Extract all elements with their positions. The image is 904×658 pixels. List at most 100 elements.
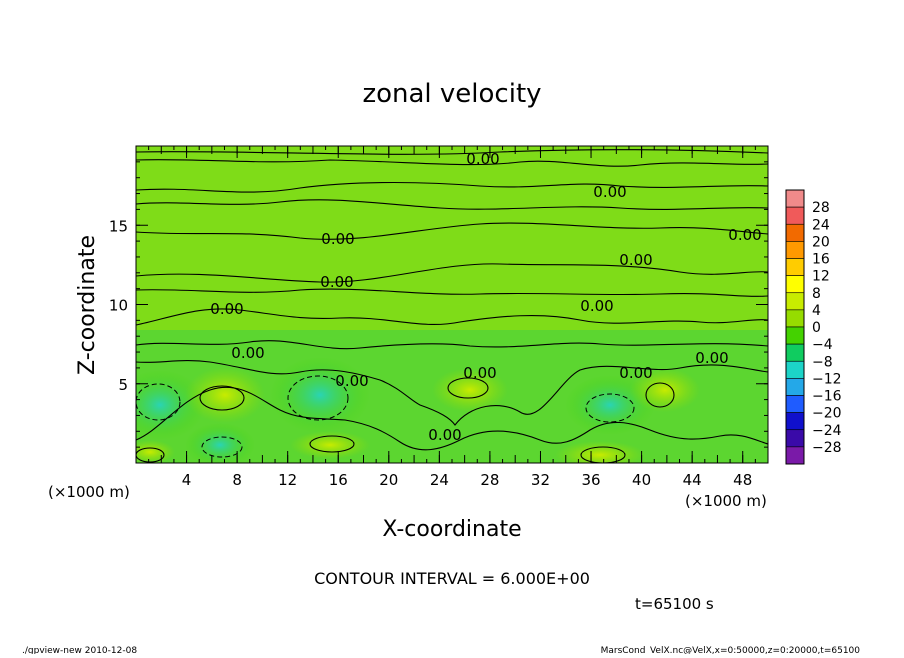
footer-left: ./gpview-new 2010-12-08 — [22, 646, 137, 654]
colorbar-swatch — [785, 378, 805, 396]
contour-label: 0.00 — [580, 297, 613, 315]
x-tick-label: 12 — [278, 471, 297, 489]
contour-label: 0.00 — [428, 426, 461, 444]
shade-blob — [555, 441, 645, 463]
colorbar-label: 28 — [812, 200, 830, 216]
x-tick-label: 24 — [430, 471, 449, 489]
colorbar-swatch — [785, 326, 805, 345]
colorbar-label: −12 — [812, 371, 842, 387]
colorbar-swatch — [785, 360, 805, 379]
contour-line — [136, 181, 768, 193]
contour-loop — [645, 382, 675, 408]
footer-right: MarsCond_VelX.nc@VelX,x=0:50000,z=0:2000… — [601, 646, 861, 654]
contour-loop — [447, 377, 489, 399]
shade-blob — [270, 357, 370, 433]
contour-label: 0.00 — [231, 344, 264, 362]
x-tick-label: 16 — [329, 471, 348, 489]
contour-line — [136, 308, 768, 326]
contour-label: 0.00 — [728, 226, 761, 244]
contour-line — [136, 288, 768, 297]
chart-title: zonal velocity — [362, 79, 541, 109]
x-unit-right: (×1000 m) — [685, 492, 767, 510]
colorbar-label: 0 — [812, 320, 821, 336]
shade-blob — [185, 423, 255, 463]
x-tick-label: 36 — [581, 471, 600, 489]
contour-line — [136, 340, 768, 350]
colorbar-label: −28 — [812, 440, 842, 456]
colorbar-swatch — [785, 412, 805, 431]
colorbar-frame — [785, 189, 805, 465]
colorbar-label: −8 — [812, 354, 833, 370]
colorbar-swatch — [785, 275, 805, 294]
dashed-contour — [136, 383, 181, 421]
dashed-contour — [287, 375, 349, 421]
colorbar-swatch — [785, 206, 805, 225]
x-tick-label: 8 — [232, 471, 242, 489]
contour-line — [136, 360, 768, 426]
colorbar-label: 4 — [812, 303, 821, 319]
colorbar-swatch — [785, 309, 805, 328]
colorbar-swatch — [785, 241, 805, 259]
colorbar-swatch — [785, 189, 805, 208]
x-tick-label: 44 — [683, 471, 702, 489]
x-tick-label: 28 — [480, 471, 499, 489]
colorbar-label: 12 — [812, 269, 830, 285]
y-tick-label: 15 — [109, 217, 128, 235]
contour-label: 0.00 — [210, 300, 243, 318]
contour-label: 0.00 — [321, 230, 354, 248]
contour-loop — [136, 447, 165, 463]
contour-line — [136, 199, 768, 210]
contour-label: 0.00 — [463, 364, 496, 382]
plot-area: 0.00 0.00 0.00 0.00 0.00 0.00 0.00 0.00 … — [136, 146, 768, 463]
colorbar-swatch — [785, 395, 805, 413]
colorbar-swatch — [785, 258, 805, 276]
contour-label: 0.00 — [593, 183, 626, 201]
shade-blob — [432, 368, 508, 412]
contour-label: 0.00 — [335, 372, 368, 390]
colorbar-swatch — [785, 429, 805, 448]
x-tick-label: 32 — [531, 471, 550, 489]
x-tick-label: 4 — [182, 471, 192, 489]
contour-label: 0.00 — [695, 349, 728, 367]
contour-line — [136, 386, 768, 451]
shade-blob — [185, 367, 265, 423]
x-tick-label: 48 — [733, 471, 752, 489]
colorbar-swatch — [785, 292, 805, 311]
colorbar-label: 24 — [812, 217, 830, 233]
y-tick-label: 10 — [109, 297, 128, 315]
colorbar-label: −16 — [812, 389, 842, 405]
contour-label: 0.00 — [619, 364, 652, 382]
time-text: t=65100 s — [635, 595, 714, 613]
shade-blob — [136, 440, 175, 463]
contour-line — [136, 159, 768, 167]
contour-loop — [309, 435, 355, 453]
contour-label: 0.00 — [619, 251, 652, 269]
x-axis-label: X-coordinate — [382, 517, 521, 542]
colorbar-label: 16 — [812, 252, 830, 268]
x-tick-label: 40 — [632, 471, 651, 489]
dashed-contour — [201, 436, 243, 458]
x-tick-label: 20 — [379, 471, 398, 489]
contour-line — [136, 263, 768, 283]
shade-blob — [290, 431, 370, 459]
colorbar-label: −24 — [812, 423, 842, 439]
contour-label: 0.00 — [320, 273, 353, 291]
colorbar-label: −4 — [812, 337, 833, 353]
dashed-contour — [585, 393, 635, 423]
x-unit-left: (×1000 m) — [48, 483, 130, 501]
colorbar-label: 20 — [812, 234, 830, 250]
colorbar-swatch — [785, 446, 805, 465]
contour-loop — [580, 446, 626, 463]
y-axis-label: Z-coordinate — [75, 235, 100, 375]
contour-loop — [199, 385, 245, 411]
y-tick-label: 5 — [118, 376, 128, 394]
contour-line — [136, 222, 768, 240]
colorbar-label: 8 — [812, 286, 821, 302]
colorbar-swatch — [785, 343, 805, 362]
colorbar-label: −20 — [812, 406, 842, 422]
colorbar-swatch — [785, 223, 805, 242]
contour-line — [136, 149, 768, 155]
